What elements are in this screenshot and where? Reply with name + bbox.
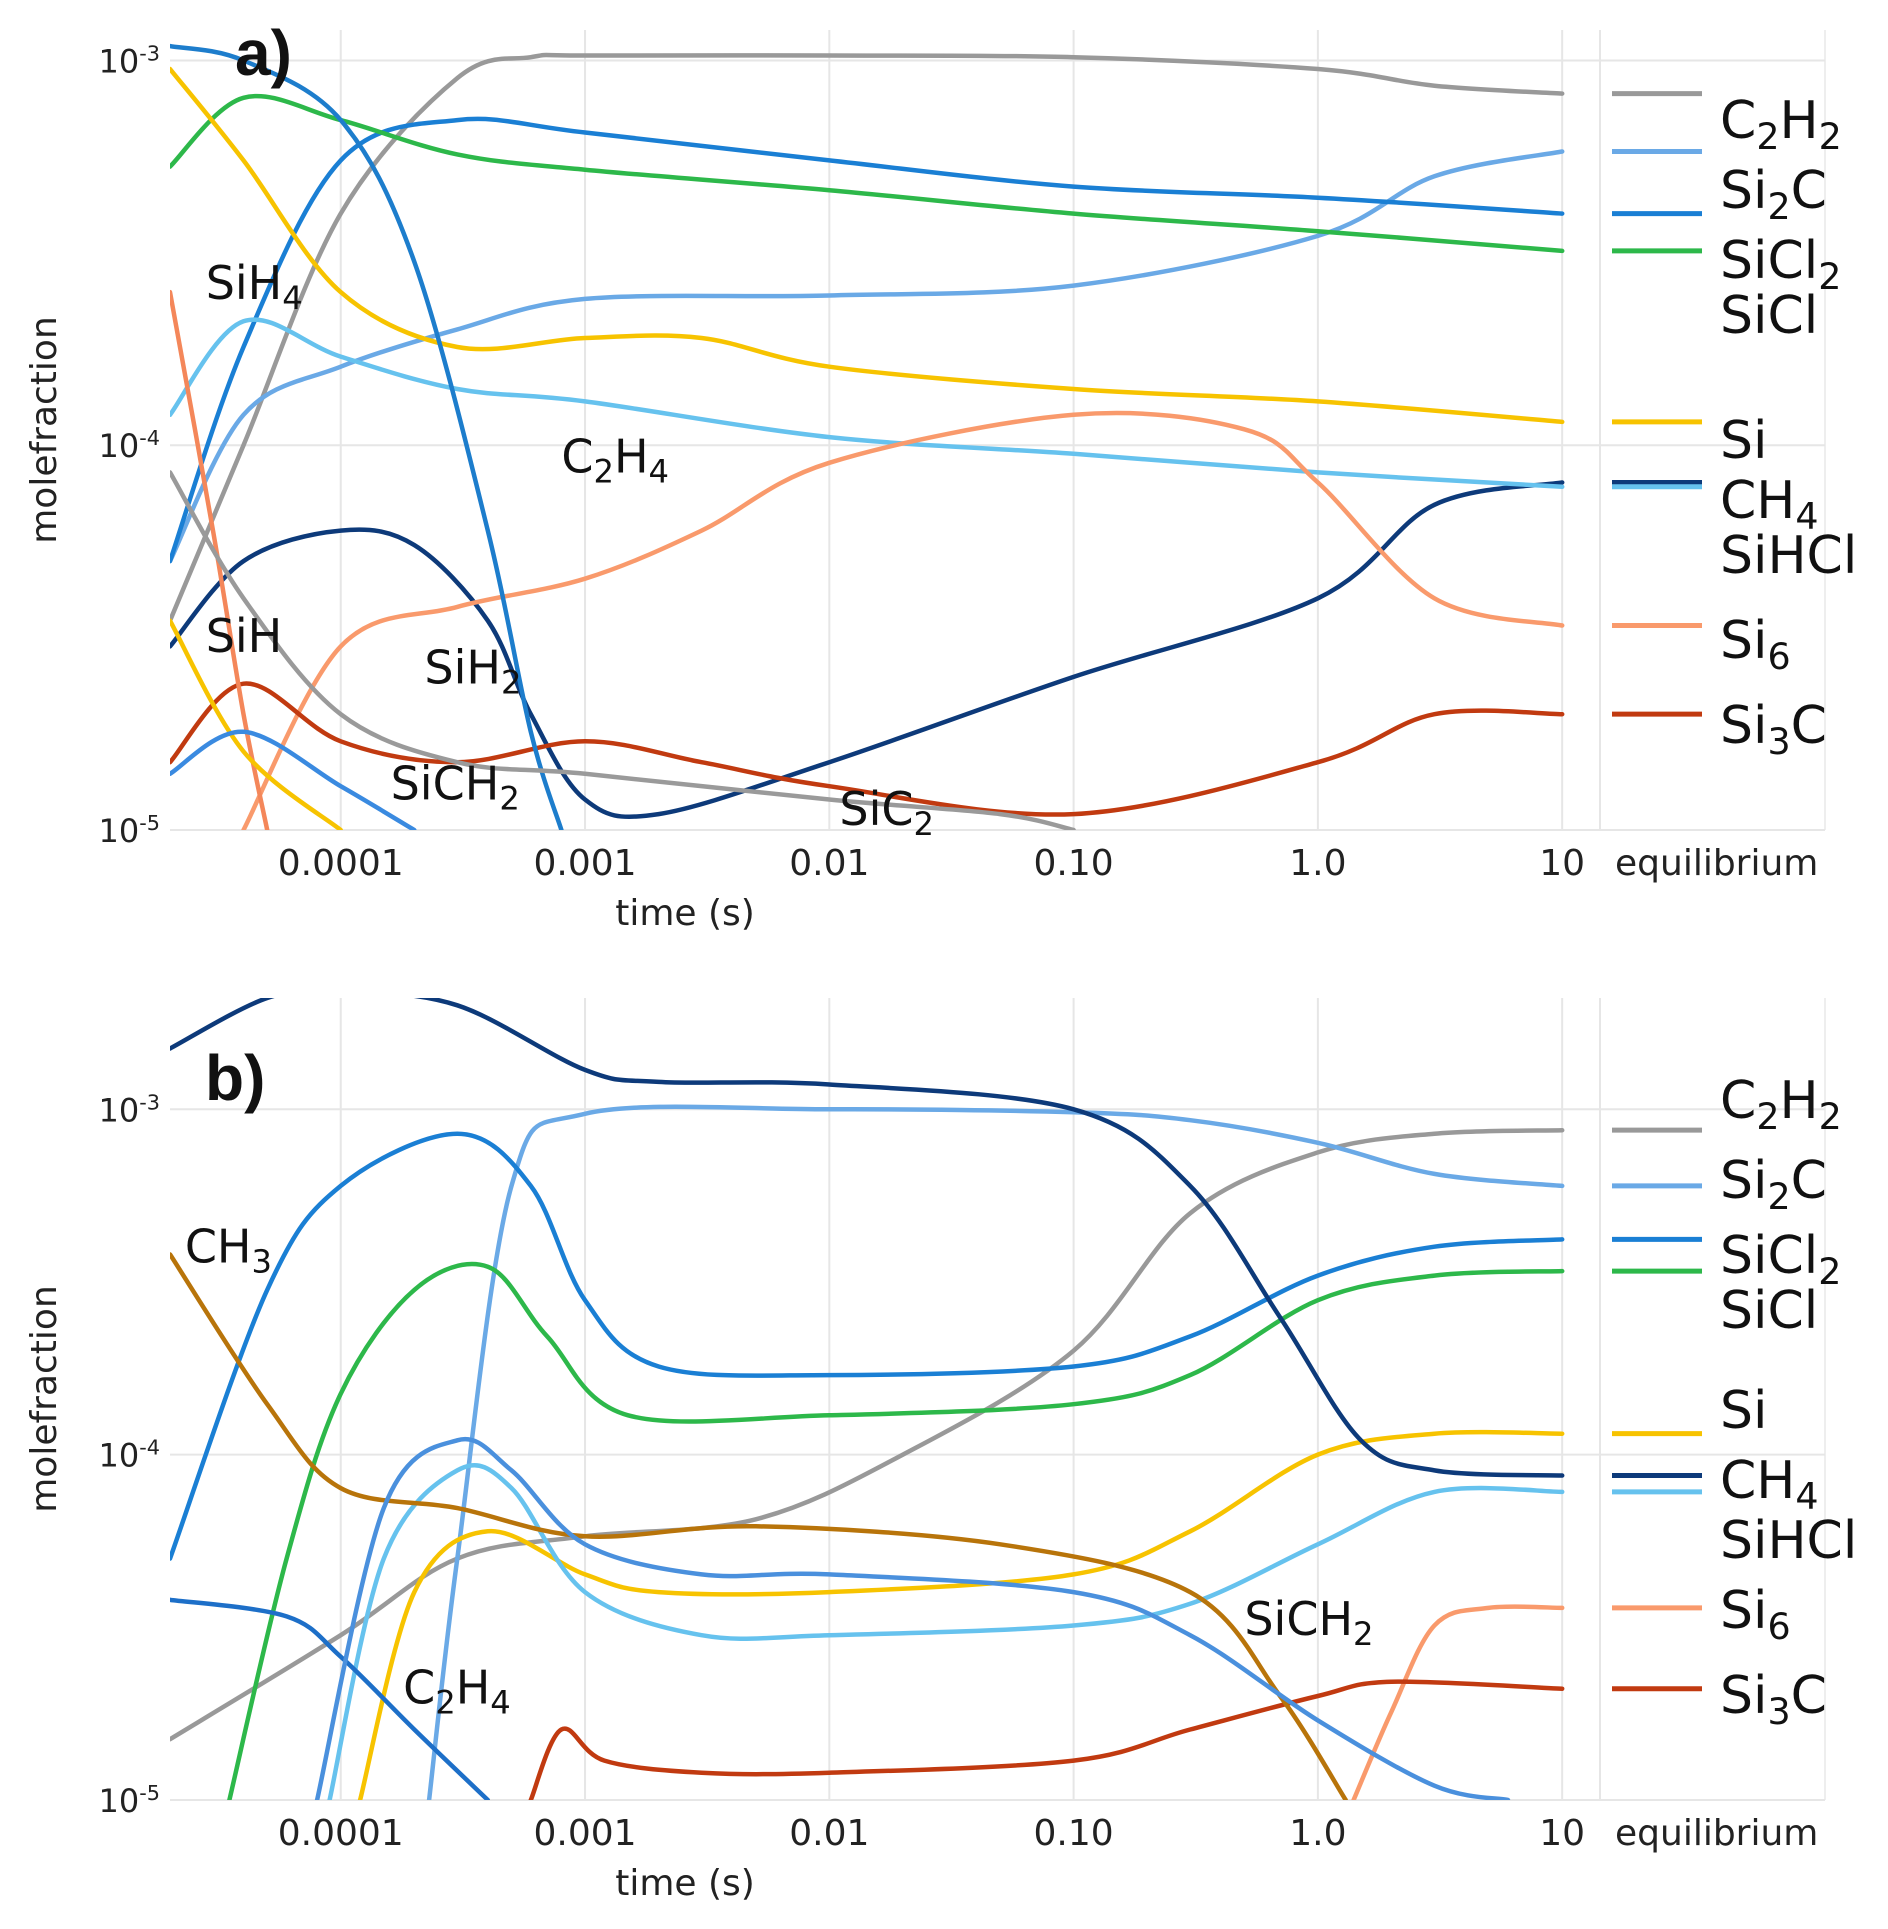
series-line-sih2 xyxy=(170,470,1076,830)
y-tick-label: 10-4 xyxy=(99,1436,160,1475)
annotation-c2h4: C2H4 xyxy=(561,429,669,490)
y-tick-label: 10-5 xyxy=(99,1781,160,1820)
series-line-si3c xyxy=(528,1679,1565,1800)
series-line-si6 xyxy=(241,410,1565,830)
x-axis: 0.0001 0.001 0.01 0.10 1.0 10 equilibrium time … xyxy=(278,1813,1819,1904)
y-axis: 10-3 10-4 10-5 molefraction xyxy=(24,1090,160,1820)
legend-label-c2h2: C2H2 xyxy=(1720,91,1842,158)
legend-label-si: Si xyxy=(1720,411,1767,471)
series-line-sich2 xyxy=(314,1436,1511,1800)
annotation-sic2: SiC2 xyxy=(839,782,934,843)
series-line-ch3 xyxy=(170,1252,1348,1800)
x-tick-label: 1.0 xyxy=(1289,843,1346,884)
series-line-sihcl xyxy=(327,1463,1565,1800)
x-tick-label: 10 xyxy=(1539,1813,1585,1854)
legend-label-si3c: Si3C xyxy=(1720,696,1827,763)
gridlines xyxy=(170,30,1826,831)
legend-label-sicl: SiCl xyxy=(1720,286,1818,346)
x-tick-label: 0.001 xyxy=(533,1813,636,1854)
legend-label-si3c: Si3C xyxy=(1720,1666,1827,1733)
x-tick-label: 0.0001 xyxy=(278,1813,404,1854)
y-axis-title: molefraction xyxy=(24,316,65,544)
annotation-sich2: SiCH2 xyxy=(391,757,520,818)
series-lines xyxy=(170,43,1565,830)
series-line-sih4 xyxy=(170,289,270,830)
series-line-sihcl xyxy=(170,317,1565,490)
y-tick-label: 10-5 xyxy=(99,811,160,850)
equilibrium-label: equilibrium xyxy=(1615,1813,1818,1854)
y-tick-label: 10-4 xyxy=(99,426,160,465)
x-tick-label: 10 xyxy=(1539,843,1585,884)
series-line-c2h2 xyxy=(170,1127,1565,1742)
legend-label-c2h2: C2H2 xyxy=(1720,1071,1842,1138)
annotation-sih2: SiH2 xyxy=(424,641,521,702)
series-line-ch4 xyxy=(170,480,1565,820)
series-line-si6 xyxy=(1351,1604,1565,1800)
annotation-sih: SiH xyxy=(206,609,283,663)
legend-label-si: Si xyxy=(1720,1381,1767,1441)
legend-label-ch4: CH4 xyxy=(1720,471,1819,538)
legend-label-sicl2: SiCl2 xyxy=(1720,231,1841,298)
series-lines xyxy=(170,998,1565,1800)
series-line-sich2 xyxy=(170,729,417,830)
legend-label-sihcl: SiHCl xyxy=(1720,1511,1857,1571)
x-tick-label: 0.001 xyxy=(533,843,636,884)
legend-label-si2c: Si2C xyxy=(1720,1151,1827,1218)
legend-label-sicl: SiCl xyxy=(1720,1281,1818,1341)
series-line-si2c xyxy=(170,149,1565,564)
equilibrium-label: equilibrium xyxy=(1615,843,1818,884)
annotation-c2h4: C2H4 xyxy=(403,1661,511,1722)
legend-label-si2c: Si2C xyxy=(1720,161,1827,228)
panel-label: b) xyxy=(205,1042,265,1114)
legend-label-sicl2: SiCl2 xyxy=(1720,1226,1841,1293)
x-axis-title: time (s) xyxy=(615,893,755,934)
x-tick-label: 0.10 xyxy=(1034,1813,1114,1854)
x-axis: 0.0001 0.001 0.01 0.10 1.0 10 equilibrium time … xyxy=(278,843,1819,934)
annotation-sih4: SiH4 xyxy=(206,256,303,317)
series-line-si xyxy=(170,66,1565,425)
annotation-ch3: CH3 xyxy=(185,1220,272,1281)
annotation-sich2: SiCH2 xyxy=(1244,1592,1373,1653)
x-tick-label: 1.0 xyxy=(1289,1813,1346,1854)
series-line-si2c xyxy=(426,1104,1565,1800)
curve-annotations: CH3 C2H4 SiCH2 xyxy=(185,1220,1374,1722)
curve-annotations: C2H4 SiH4 SiH SiH2 SiCH2 SiC2 xyxy=(206,256,934,843)
series-line-c2h4 xyxy=(170,43,564,830)
y-axis-title: molefraction xyxy=(24,1285,65,1513)
x-tick-label: 0.01 xyxy=(789,1813,869,1854)
x-tick-label: 0.10 xyxy=(1034,843,1114,884)
x-tick-label: 0.01 xyxy=(789,843,869,884)
panel-label: a) xyxy=(235,17,292,89)
legend-label-si6: Si6 xyxy=(1720,1581,1791,1648)
legend-label-ch4: CH4 xyxy=(1720,1451,1819,1518)
series-line-sicl2 xyxy=(170,1131,1565,1561)
y-axis: 10-3 10-4 10-5 molefraction xyxy=(24,41,160,850)
series-line-si xyxy=(357,1429,1565,1800)
y-tick-label: 10-3 xyxy=(99,41,160,80)
x-tick-label: 0.0001 xyxy=(278,843,404,884)
series-line-sicl xyxy=(170,93,1565,254)
series-line-c2h4 xyxy=(170,1597,491,1800)
series-line-sicl xyxy=(227,1261,1565,1800)
series-line-sih xyxy=(170,618,343,830)
y-tick-label: 10-3 xyxy=(99,1090,160,1129)
legend-label-sihcl: SiHCl xyxy=(1720,526,1857,586)
x-axis-title: time (s) xyxy=(615,1863,755,1904)
series-line-sicl2 xyxy=(170,116,1565,564)
legend-label-si6: Si6 xyxy=(1720,611,1791,678)
series-line-ch4 xyxy=(170,998,1565,1478)
series-line-si3c xyxy=(170,681,1565,817)
series-line-c2h2 xyxy=(170,52,1565,623)
